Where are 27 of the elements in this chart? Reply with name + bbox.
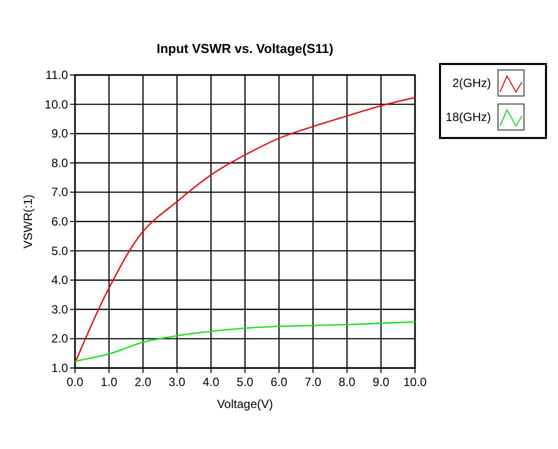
- x-tick-label: 9.0: [372, 375, 390, 389]
- legend-label: 2(GHz): [452, 76, 491, 90]
- y-tick-label: 9.0: [51, 126, 68, 141]
- y-tick-label: 10.0: [44, 97, 68, 112]
- x-tick-label: 7.0: [304, 375, 322, 389]
- x-axis-title: Voltage(V): [216, 397, 274, 411]
- x-tick-label: 0.0: [66, 375, 84, 389]
- x-tick-label: 5.0: [236, 375, 254, 389]
- x-tick-label: 2.0: [134, 375, 152, 389]
- x-tick-label: 8.0: [338, 375, 356, 389]
- y-tick-label: 5.0: [51, 244, 68, 258]
- y-tick-label: 2.0: [51, 332, 68, 346]
- y-tick-label: 8.0: [51, 156, 68, 170]
- x-tick-label: 1.0: [100, 375, 118, 389]
- y-tick-label: 3.0: [51, 302, 68, 316]
- y-tick-label: 6.0: [51, 214, 68, 228]
- y-tick-label: 7.0: [51, 185, 68, 200]
- y-axis-title: VSWR(:1): [21, 194, 35, 248]
- x-tick-label: 10.0: [403, 375, 427, 389]
- x-tick-label: 3.0: [168, 375, 186, 389]
- x-tick-label: 4.0: [202, 375, 220, 389]
- y-tick-label: 4.0: [51, 273, 68, 288]
- x-tick-label: 6.0: [270, 375, 288, 389]
- y-tick-label: 1.0: [51, 361, 68, 375]
- chart-title: Input VSWR vs. Voltage(S11): [156, 41, 334, 56]
- legend-label: 18(GHz): [446, 110, 491, 124]
- y-tick-label: 11.0: [46, 68, 68, 82]
